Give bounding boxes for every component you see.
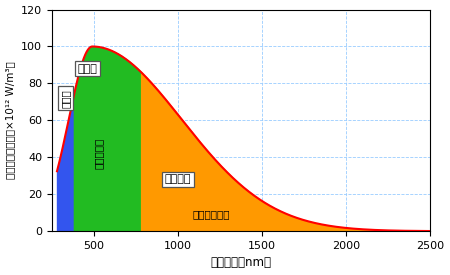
- Text: 採光に有用: 採光に有用: [94, 138, 104, 169]
- X-axis label: 光の波長（nm）: 光の波長（nm）: [211, 257, 272, 269]
- Y-axis label: エネルギー密度（×10¹² W/m³）: エネルギー密度（×10¹² W/m³）: [5, 62, 16, 179]
- Text: 冷房の熱負荷: 冷房の熱負荷: [193, 210, 230, 219]
- Text: 可視光: 可視光: [77, 64, 97, 74]
- Text: 紫外線: 紫外線: [60, 89, 70, 108]
- Text: 近赤外線: 近赤外線: [165, 174, 191, 185]
